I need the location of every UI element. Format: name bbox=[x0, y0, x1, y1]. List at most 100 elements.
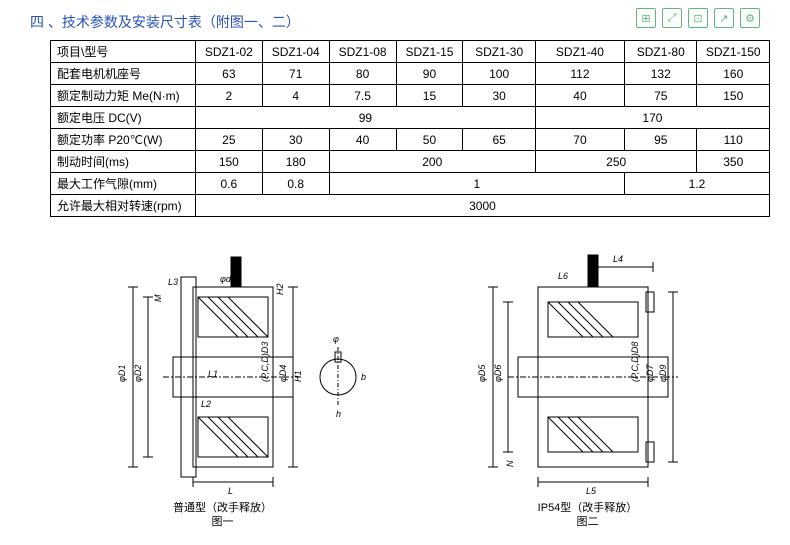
col-header: SDZ1-15 bbox=[396, 41, 463, 63]
svg-text:φD2: φD2 bbox=[133, 365, 143, 382]
svg-text:φd: φd bbox=[220, 274, 232, 284]
row-label: 额定制动力矩 Me(N·m) bbox=[51, 85, 196, 107]
cell-merged: 3000 bbox=[195, 195, 769, 217]
cell-merged: 1.2 bbox=[625, 173, 770, 195]
gear-icon[interactable]: ⚙ bbox=[740, 8, 760, 28]
table-row: 额定电压 DC(V) 99 170 bbox=[51, 107, 770, 129]
svg-text:L: L bbox=[228, 486, 233, 496]
cell: 15 bbox=[396, 85, 463, 107]
cell-merged: 99 bbox=[195, 107, 535, 129]
share-icon[interactable]: ↗ bbox=[714, 8, 734, 28]
col-header: SDZ1-30 bbox=[463, 41, 535, 63]
cell-merged: 250 bbox=[535, 151, 697, 173]
table-header: 项目\型号 SDZ1-02 SDZ1-04 SDZ1-08 SDZ1-15 SD… bbox=[51, 41, 770, 63]
cell: 40 bbox=[535, 85, 624, 107]
cell: 90 bbox=[396, 63, 463, 85]
cell: 95 bbox=[625, 129, 697, 151]
svg-text:φD6: φD6 bbox=[493, 365, 503, 382]
row-label: 最大工作气隙(mm) bbox=[51, 173, 196, 195]
svg-text:H1: H1 bbox=[293, 370, 303, 382]
cell: 150 bbox=[697, 85, 770, 107]
svg-text:N: N bbox=[505, 460, 515, 467]
svg-text:L3: L3 bbox=[168, 277, 178, 287]
cell: 80 bbox=[329, 63, 396, 85]
caption-line: 图二 bbox=[538, 515, 638, 529]
col-header: SDZ1-04 bbox=[262, 41, 329, 63]
cell: 110 bbox=[697, 129, 770, 151]
cell: 63 bbox=[195, 63, 262, 85]
cell: 65 bbox=[463, 129, 535, 151]
diagram-2-svg: φD5 φD6 φD9 φD7 (P,C,D)D8 L5 L4 L6 N bbox=[458, 237, 718, 497]
svg-text:φD4: φD4 bbox=[278, 365, 288, 382]
cell: 160 bbox=[697, 63, 770, 85]
row-label: 额定功率 P20℃(W) bbox=[51, 129, 196, 151]
cell: 75 bbox=[625, 85, 697, 107]
svg-text:L1: L1 bbox=[208, 369, 218, 379]
cell: 0.8 bbox=[262, 173, 329, 195]
svg-text:L5: L5 bbox=[586, 486, 597, 496]
table-row: 额定功率 P20℃(W) 25 30 40 50 65 70 95 110 bbox=[51, 129, 770, 151]
table-row: 最大工作气隙(mm) 0.6 0.8 1 1.2 bbox=[51, 173, 770, 195]
cell: 4 bbox=[262, 85, 329, 107]
caption-line: 普通型（改手释放） bbox=[173, 501, 272, 515]
cell: 50 bbox=[396, 129, 463, 151]
col-header: SDZ1-02 bbox=[195, 41, 262, 63]
caption-line: 图一 bbox=[173, 515, 272, 529]
diagram-2: φD5 φD6 φD9 φD7 (P,C,D)D8 L5 L4 L6 N IP5… bbox=[458, 237, 718, 530]
svg-text:h: h bbox=[336, 409, 341, 419]
svg-text:φD5: φD5 bbox=[477, 364, 487, 382]
caption-line: IP54型（改手释放） bbox=[538, 501, 638, 515]
cell: 2 bbox=[195, 85, 262, 107]
svg-text:φ: φ bbox=[333, 334, 339, 344]
cell: 30 bbox=[463, 85, 535, 107]
diagram-2-caption: IP54型（改手释放） 图二 bbox=[538, 501, 638, 530]
table-row: 允许最大相对转速(rpm) 3000 bbox=[51, 195, 770, 217]
svg-text:M: M bbox=[153, 294, 163, 302]
diagram-1: φD1 φD2 φD4 L φd L3 M H2 H1 (P,C,D)D3 L1… bbox=[73, 237, 373, 530]
svg-text:L2: L2 bbox=[201, 399, 211, 409]
table-row: 配套电机机座号 63 71 80 90 100 112 132 160 bbox=[51, 63, 770, 85]
cell: 0.6 bbox=[195, 173, 262, 195]
grid-icon[interactable]: ⊞ bbox=[636, 8, 656, 28]
cell: 25 bbox=[195, 129, 262, 151]
spec-table: 项目\型号 SDZ1-02 SDZ1-04 SDZ1-08 SDZ1-15 SD… bbox=[50, 40, 770, 217]
cell: 30 bbox=[262, 129, 329, 151]
cell: 100 bbox=[463, 63, 535, 85]
cell: 70 bbox=[535, 129, 624, 151]
col-header: SDZ1-40 bbox=[535, 41, 624, 63]
cell: 350 bbox=[697, 151, 770, 173]
col-header: SDZ1-80 bbox=[625, 41, 697, 63]
cell-merged: 1 bbox=[329, 173, 624, 195]
col-header: SDZ1-150 bbox=[697, 41, 770, 63]
svg-text:b: b bbox=[361, 372, 366, 382]
cell: 132 bbox=[625, 63, 697, 85]
svg-text:H2: H2 bbox=[275, 283, 285, 295]
save-icon[interactable]: ⊡ bbox=[688, 8, 708, 28]
row-label: 允许最大相对转速(rpm) bbox=[51, 195, 196, 217]
diagram-1-caption: 普通型（改手释放） 图一 bbox=[173, 501, 272, 530]
table-row: 额定制动力矩 Me(N·m) 2 4 7.5 15 30 40 75 150 bbox=[51, 85, 770, 107]
cell: 40 bbox=[329, 129, 396, 151]
toolbar: ⊞ ⤢ ⊡ ↗ ⚙ bbox=[636, 8, 760, 28]
cell: 7.5 bbox=[329, 85, 396, 107]
cell-merged: 170 bbox=[535, 107, 769, 129]
svg-text:φD7: φD7 bbox=[645, 364, 655, 382]
table-row: 制动时间(ms) 150 180 200 250 350 bbox=[51, 151, 770, 173]
cell: 71 bbox=[262, 63, 329, 85]
diagram-1-svg: φD1 φD2 φD4 L φd L3 M H2 H1 (P,C,D)D3 L1… bbox=[73, 237, 373, 497]
row-label: 配套电机机座号 bbox=[51, 63, 196, 85]
cell: 112 bbox=[535, 63, 624, 85]
svg-text:φD9: φD9 bbox=[658, 365, 668, 382]
cell: 150 bbox=[195, 151, 262, 173]
header-label: 项目\型号 bbox=[51, 41, 196, 63]
svg-text:φD1: φD1 bbox=[117, 365, 127, 382]
svg-text:(P,C,D)D3: (P,C,D)D3 bbox=[260, 342, 270, 382]
svg-text:L4: L4 bbox=[613, 254, 623, 264]
cell-merged: 200 bbox=[329, 151, 535, 173]
svg-text:(P,C,D)D8: (P,C,D)D8 bbox=[630, 342, 640, 382]
expand-icon[interactable]: ⤢ bbox=[662, 8, 682, 28]
col-header: SDZ1-08 bbox=[329, 41, 396, 63]
cell: 180 bbox=[262, 151, 329, 173]
diagrams-area: φD1 φD2 φD4 L φd L3 M H2 H1 (P,C,D)D3 L1… bbox=[30, 237, 760, 530]
row-label: 制动时间(ms) bbox=[51, 151, 196, 173]
